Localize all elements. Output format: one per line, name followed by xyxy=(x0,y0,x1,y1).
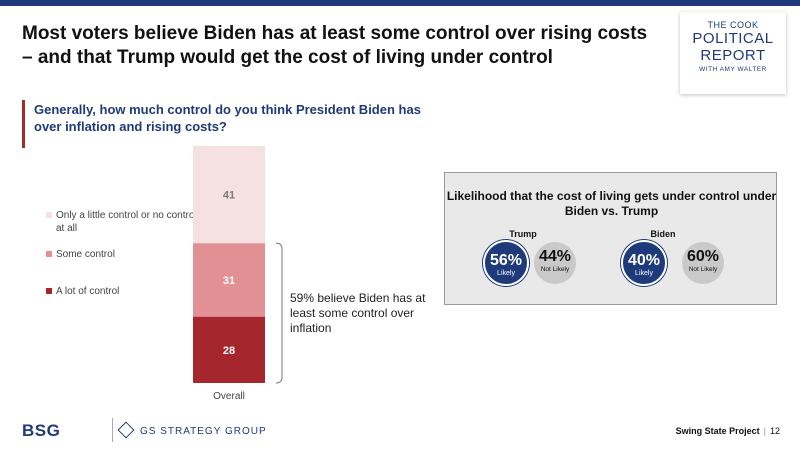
bar-data-label: 41 xyxy=(223,190,235,202)
biden-not-likely-value: 60% xyxy=(686,248,720,265)
likelihood-panel: Likelihood that the cost of living gets … xyxy=(444,172,777,305)
gs-diamond-icon xyxy=(117,421,135,439)
biden-likely-label: Likely xyxy=(635,270,653,277)
trump-not-likely-circle: 44% Not Likely xyxy=(534,242,576,284)
chart-annotation: 59% believe Biden has at least some cont… xyxy=(290,291,426,335)
bar-segment xyxy=(193,146,265,244)
trump-likely-circle: 56% Likely xyxy=(483,240,529,286)
legend-label: Only a little control or no control at a… xyxy=(56,210,197,234)
group-label-trump: Trump xyxy=(509,229,537,239)
x-tick-label: Overall xyxy=(213,391,245,402)
bar-data-label: 31 xyxy=(223,275,235,287)
bsg-logo: BSG xyxy=(22,421,61,440)
survey-question: Generally, how much control do you think… xyxy=(34,102,421,134)
cook-political-report-logo: THE COOK POLITICAL REPORT WITH AMY WALTE… xyxy=(680,12,786,94)
gs-strategy-group-logo: GS STRATEGY GROUP xyxy=(117,421,267,439)
slide-title: Most voters believe Biden has at least s… xyxy=(22,23,648,68)
top-accent-bar xyxy=(0,0,800,6)
biden-not-likely-label: Not Likely xyxy=(688,266,718,273)
footer-pipe: | xyxy=(763,426,766,436)
logo-line-3: REPORT xyxy=(700,47,766,64)
trump-likely-label: Likely xyxy=(497,270,515,277)
footer-info: Swing State Project | 12 xyxy=(640,426,780,436)
legend-label: Some control xyxy=(56,249,115,260)
legend-swatch xyxy=(46,212,52,218)
gs-logo-text: GS STRATEGY GROUP xyxy=(140,426,267,437)
trump-likely-value: 56% xyxy=(489,252,523,269)
bar-data-label: 28 xyxy=(223,345,235,357)
trump-not-likely-value: 44% xyxy=(538,248,572,265)
legend-swatch xyxy=(46,251,52,257)
bar-segment xyxy=(193,243,265,317)
legend-label: A lot of control xyxy=(56,286,120,297)
question-accent-bar xyxy=(22,100,25,148)
trump-not-likely-label: Not Likely xyxy=(540,266,570,273)
footer-divider xyxy=(112,418,113,442)
bar-segment xyxy=(193,316,265,383)
group-label-biden: Biden xyxy=(650,229,676,239)
logo-line-2: POLITICAL xyxy=(692,30,774,47)
biden-likely-circle: 40% Likely xyxy=(621,240,667,286)
logo-line-4: WITH AMY WALTER xyxy=(699,66,767,73)
panel-title: Likelihood that the cost of living gets … xyxy=(446,189,777,218)
legend-swatch xyxy=(46,288,52,294)
logo-line-1: THE COOK xyxy=(707,20,759,30)
annotation-bracket xyxy=(275,242,283,384)
page-number: 12 xyxy=(769,426,780,436)
biden-not-likely-circle: 60% Not Likely xyxy=(682,242,724,284)
biden-likely-value: 40% xyxy=(627,252,661,269)
project-name: Swing State Project xyxy=(675,426,760,436)
